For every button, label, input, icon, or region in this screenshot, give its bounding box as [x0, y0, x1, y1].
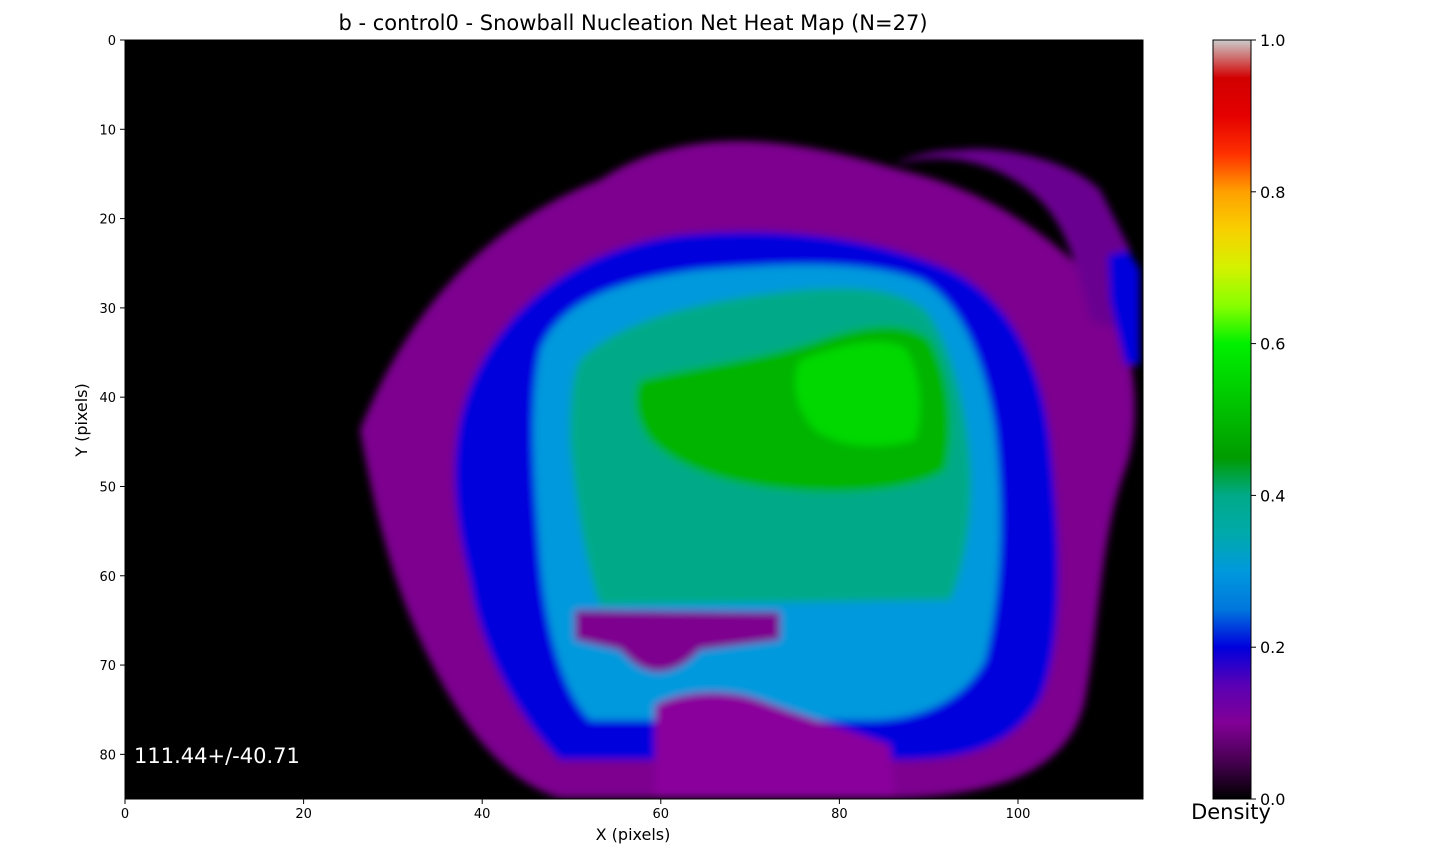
heat-region-peak-max [795, 341, 921, 446]
x-tick-label: 80 [831, 807, 848, 822]
colorbar: 0.0 0.2 0.4 0.6 0.8 1.0 Density [1191, 31, 1285, 824]
plot-frame [124, 39, 1144, 800]
y-axis: 0 10 20 30 40 50 60 70 80 [99, 34, 125, 763]
colorbar-tick-label: 0.4 [1260, 486, 1285, 505]
heatmap-image [360, 141, 1140, 799]
colorbar-gradient [1212, 39, 1252, 800]
heat-region-upper-right-arc [895, 149, 1130, 330]
colorbar-tick-label: 1.0 [1260, 31, 1285, 50]
x-tick-label: 20 [295, 807, 312, 822]
colorbar-tick-label: 0.8 [1260, 183, 1285, 202]
y-tick-label: 40 [99, 391, 116, 406]
colorbar-tick-label: 0.2 [1260, 638, 1285, 657]
heat-region-right-streak [1108, 250, 1140, 365]
x-tick-label: 40 [474, 807, 491, 822]
colorbar-tick-label: 0.0 [1260, 790, 1285, 809]
y-tick-label: 20 [99, 213, 116, 228]
y-tick-label: 50 [99, 480, 116, 495]
y-axis-label: Y (pixels) [72, 383, 91, 458]
y-tick-label: 70 [99, 659, 116, 674]
heat-region-bottom-lobe [655, 692, 895, 798]
colorbar-label: Density [1191, 800, 1271, 824]
heat-region-lower-cavity [575, 610, 780, 672]
mean-annotation: 111.44+/-40.71 [134, 744, 300, 768]
y-tick-label: 80 [99, 748, 116, 763]
x-axis-label: X (pixels) [596, 825, 671, 844]
y-tick-label: 0 [108, 34, 116, 49]
y-tick-label: 30 [99, 302, 116, 317]
plot-area: 111.44+/-40.71 [124, 39, 1144, 800]
chart-title: b - control0 - Snowball Nucleation Net H… [338, 11, 927, 35]
y-tick-label: 10 [99, 123, 116, 138]
y-tick-label: 60 [99, 570, 116, 585]
x-axis: 0 20 40 60 80 100 [121, 799, 1031, 822]
x-tick-label: 100 [1006, 807, 1031, 822]
colorbar-ticks: 0.0 0.2 0.4 0.6 0.8 1.0 [1251, 31, 1285, 809]
colorbar-tick-label: 0.6 [1260, 335, 1285, 354]
x-tick-label: 0 [121, 807, 129, 822]
x-tick-label: 60 [653, 807, 670, 822]
